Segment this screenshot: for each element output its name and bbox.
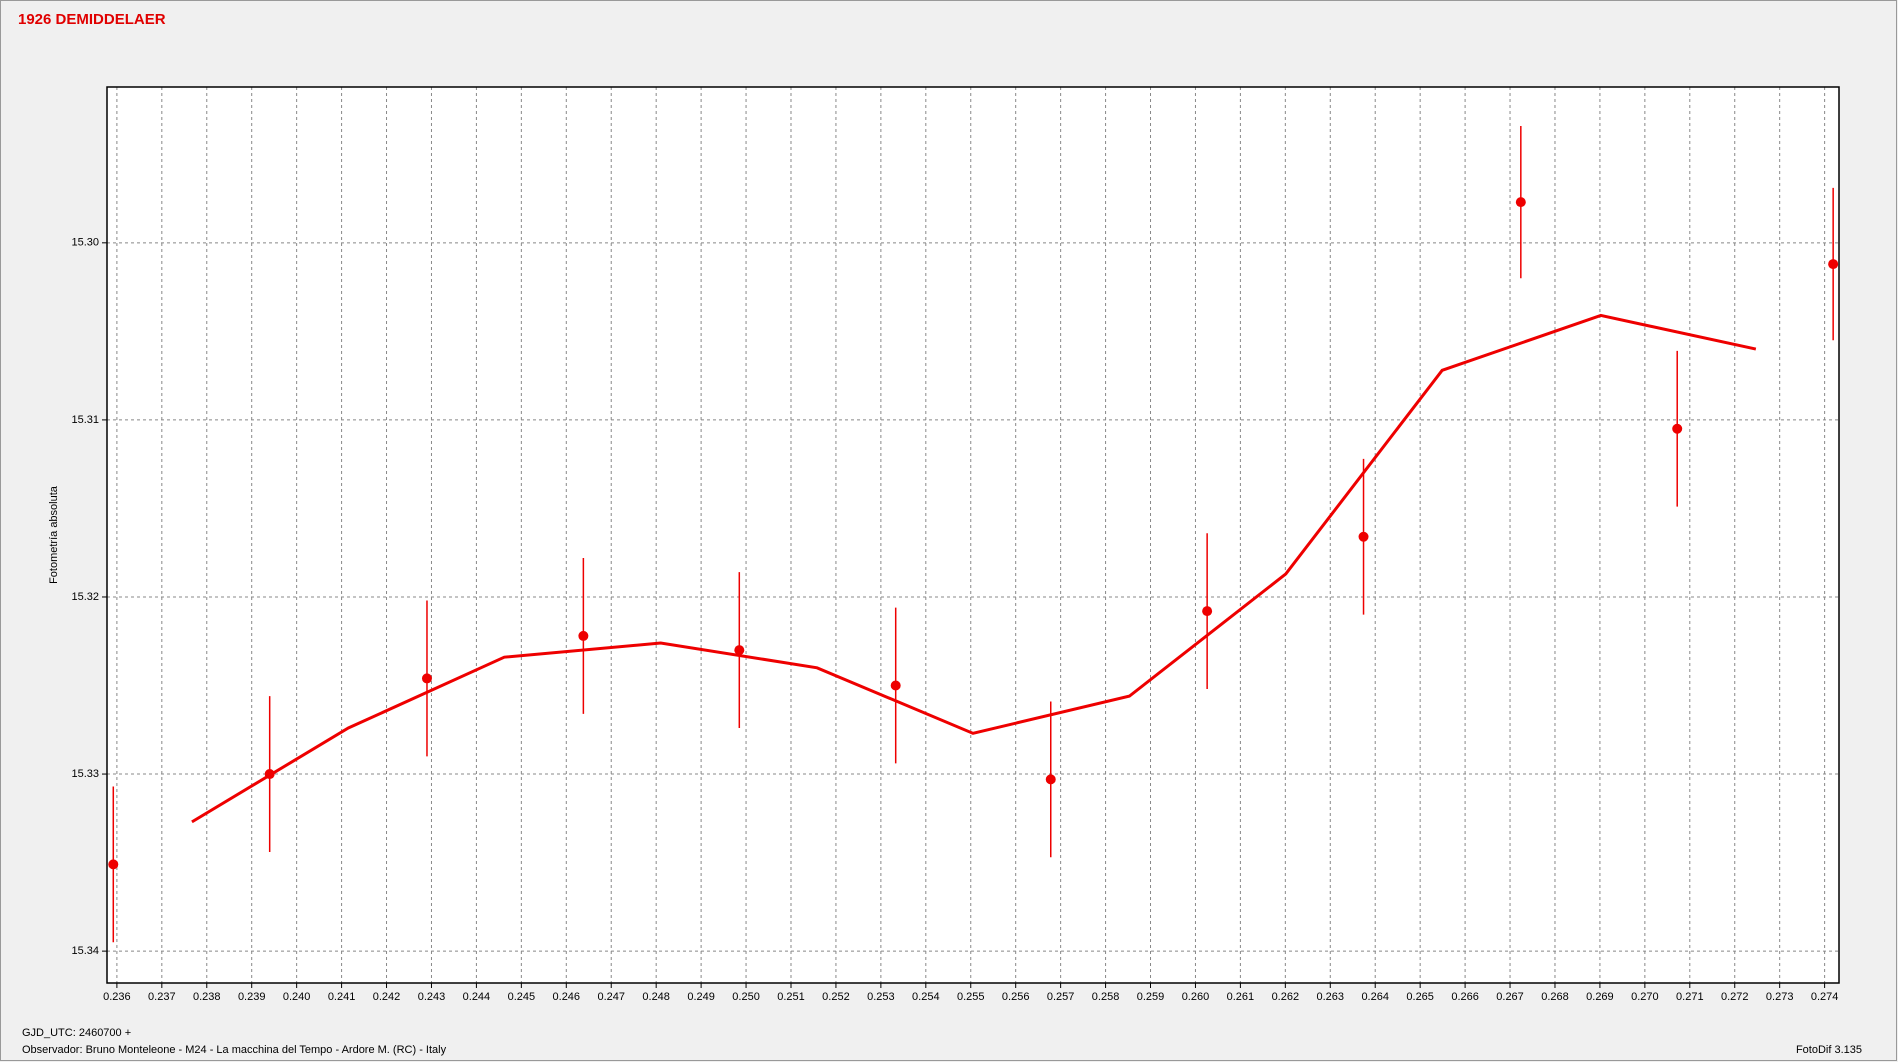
x-tick-label: 0.248 — [642, 991, 670, 1003]
x-tick-label: 0.249 — [687, 991, 715, 1003]
x-tick-label: 0.265 — [1406, 991, 1434, 1003]
x-tick-label: 0.259 — [1137, 991, 1165, 1003]
data-point — [1828, 259, 1839, 270]
x-tick-label: 0.245 — [508, 991, 536, 1003]
data-point — [734, 645, 745, 656]
x-tick-label: 0.274 — [1811, 991, 1839, 1003]
x-tick-label: 0.252 — [822, 991, 850, 1003]
x-tick-label: 0.244 — [463, 991, 491, 1003]
x-tick-label: 0.257 — [1047, 991, 1075, 1003]
data-point — [1358, 531, 1369, 542]
x-tick-label: 0.241 — [328, 991, 356, 1003]
x-tick-label: 0.258 — [1092, 991, 1120, 1003]
data-point — [264, 769, 275, 780]
x-tick-label: 0.246 — [553, 991, 581, 1003]
x-tick-label: 0.238 — [193, 991, 221, 1003]
x-tick-label: 0.250 — [732, 991, 760, 1003]
y-tick-label: 15.32 — [71, 591, 99, 603]
x-tick-label: 0.251 — [777, 991, 805, 1003]
y-tick-label: 15.31 — [71, 414, 99, 426]
y-tick-label: 15.34 — [71, 945, 99, 957]
x-tick-label: 0.270 — [1631, 991, 1659, 1003]
x-tick-label: 0.271 — [1676, 991, 1704, 1003]
x-tick-label: 0.236 — [103, 991, 131, 1003]
data-point — [108, 859, 119, 870]
x-tick-label: 0.255 — [957, 991, 985, 1003]
plot-area — [107, 87, 1839, 983]
x-tick-label: 0.256 — [1002, 991, 1030, 1003]
data-point — [1202, 606, 1213, 617]
x-tick-label: 0.273 — [1766, 991, 1794, 1003]
x-tick-label: 0.240 — [283, 991, 311, 1003]
x-tick-label: 0.268 — [1541, 991, 1569, 1003]
x-tick-label: 0.263 — [1317, 991, 1345, 1003]
footer-date: GJD_UTC: 2460700 + — [22, 1027, 131, 1039]
data-point — [890, 680, 901, 691]
x-tick-label: 0.243 — [418, 991, 446, 1003]
data-point — [578, 630, 589, 641]
x-tick-label: 0.242 — [373, 991, 401, 1003]
y-axis-label: Fotometría absoluta — [48, 485, 60, 584]
x-tick-label: 0.272 — [1721, 991, 1749, 1003]
version: FotoDif 3.135 — [1796, 1044, 1862, 1056]
fit-line — [191, 313, 1757, 824]
data-point — [1045, 774, 1056, 785]
x-tick-label: 0.247 — [597, 991, 625, 1003]
x-tick-label: 0.260 — [1182, 991, 1210, 1003]
x-tick-label: 0.269 — [1586, 991, 1614, 1003]
plot-border — [106, 86, 1840, 984]
x-tick-label: 0.264 — [1361, 991, 1389, 1003]
x-tick-label: 0.239 — [238, 991, 266, 1003]
y-tick-label: 15.33 — [71, 768, 99, 780]
x-tick-label: 0.254 — [912, 991, 940, 1003]
y-tick-label: 15.30 — [71, 237, 99, 249]
x-tick-label: 0.261 — [1227, 991, 1255, 1003]
x-tick-label: 0.266 — [1451, 991, 1479, 1003]
data-point — [421, 673, 432, 684]
data-point — [1515, 197, 1526, 208]
footer-observer: Observador: Bruno Monteleone - M24 - La … — [22, 1044, 447, 1056]
data-point — [1672, 423, 1683, 434]
x-tick-label: 0.262 — [1272, 991, 1300, 1003]
x-tick-label: 0.253 — [867, 991, 895, 1003]
x-tick-label: 0.267 — [1496, 991, 1524, 1003]
chart-title: 1926 DEMIDDELAER — [18, 11, 166, 28]
x-tick-label: 0.237 — [148, 991, 176, 1003]
